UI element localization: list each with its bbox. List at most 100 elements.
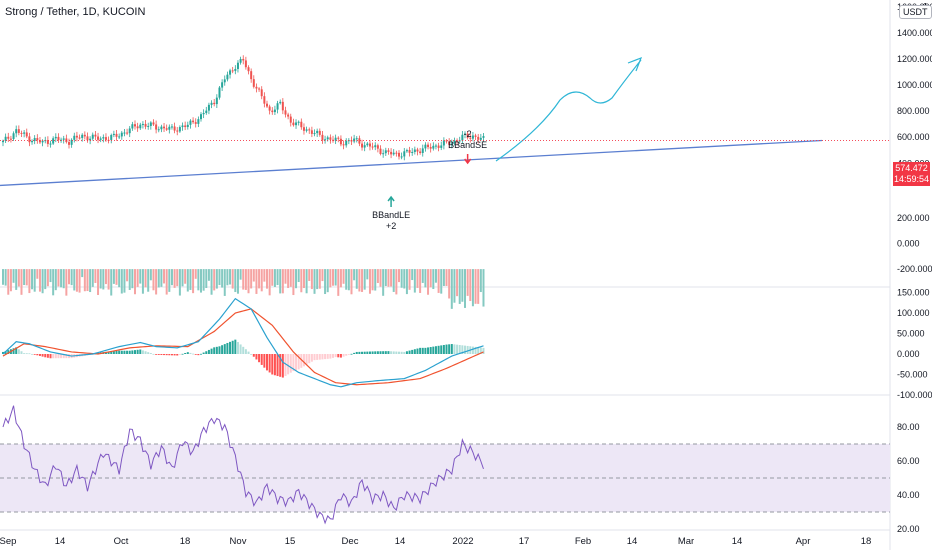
volume-bar (155, 269, 158, 295)
macd-histogram-bar (215, 346, 218, 354)
volume-bar (144, 269, 147, 288)
volume-bar (416, 269, 419, 288)
volume-bar (221, 269, 224, 288)
macd-histogram-bar (358, 351, 361, 354)
macd-tick-label: -50.000 (897, 370, 928, 380)
candle-body (477, 136, 480, 140)
volume-bar (152, 269, 155, 291)
macd-histogram-bar (400, 351, 403, 354)
volume-bar (200, 269, 202, 293)
volume-bar (75, 269, 78, 292)
macd-histogram-bar (7, 350, 10, 354)
volume-tick-label: 200.000 (897, 213, 930, 223)
macd-histogram-bar (41, 354, 44, 357)
candle-body (134, 124, 136, 127)
strategy-signal-label: BBandSE (448, 140, 487, 150)
volume-bar (128, 269, 131, 290)
volume-bar (207, 269, 210, 281)
macd-histogram-bar (347, 354, 350, 355)
candle-body (157, 129, 160, 131)
candle-body (205, 110, 208, 113)
macd-histogram-bar (255, 354, 258, 360)
macd-histogram-bar (107, 351, 110, 354)
macd-histogram-bar (464, 345, 466, 354)
volume-bar (83, 269, 86, 292)
macd-histogram-bar (186, 352, 189, 354)
volume-bar (165, 269, 168, 295)
candle-body (136, 126, 139, 129)
macd-tick-label: 100.000 (897, 308, 930, 318)
macd-histogram-bar (421, 347, 424, 354)
macd-histogram-bar (440, 345, 443, 354)
candle-body (326, 137, 329, 140)
volume-bar (110, 269, 113, 296)
volume-bar (305, 269, 308, 294)
volume-bar (374, 269, 377, 291)
candle-body (411, 151, 414, 153)
volume-bar (411, 269, 414, 281)
candle-body (81, 134, 84, 139)
rsi-tick-label: 60.00 (897, 456, 920, 466)
price-tick-label: 1400.000 (897, 28, 932, 38)
macd-histogram-bar (363, 351, 366, 354)
currency-selector[interactable]: USDT (899, 5, 932, 19)
macd-histogram-bar (163, 354, 166, 356)
time-tick-label: Feb (575, 536, 591, 547)
macd-histogram-bar (44, 354, 47, 358)
macd-histogram-bar (376, 351, 379, 354)
volume-bar (202, 269, 205, 291)
volume-bar (477, 269, 480, 304)
volume-bar (442, 269, 445, 286)
volume-bar (316, 269, 319, 290)
macd-histogram-bar (258, 354, 261, 363)
candle-body (54, 136, 57, 139)
candle-body (432, 145, 435, 149)
candle-body (7, 136, 10, 139)
volume-bar (46, 269, 49, 287)
macd-histogram-bar (126, 350, 129, 354)
candle-body (273, 109, 276, 113)
rsi-tick-label: 20.00 (897, 524, 920, 534)
candle-body (284, 110, 287, 115)
volume-tick-label: -200.000 (897, 264, 932, 274)
macd-histogram-bar (279, 354, 282, 377)
candle-body (62, 138, 65, 140)
macd-histogram-bar (437, 345, 440, 354)
volume-bar (160, 269, 163, 287)
volume-bar (368, 269, 371, 294)
macd-histogram-bar (442, 344, 445, 354)
candle-body (192, 120, 195, 123)
volume-bar (437, 269, 440, 293)
trendline (0, 139, 823, 187)
macd-histogram-bar (120, 350, 123, 354)
macd-histogram-bar (339, 354, 342, 358)
volume-bar (62, 269, 65, 289)
candle-body (469, 137, 472, 139)
volume-bar (421, 269, 424, 283)
strategy-signal-label: -2 (464, 129, 472, 139)
volume-bar (226, 269, 229, 286)
candle-body (215, 97, 218, 105)
volume-bar (197, 269, 200, 291)
macd-histogram-bar (321, 354, 324, 360)
volume-bar (70, 269, 73, 286)
time-tick-label: Mar (678, 536, 694, 547)
price-tick-label: 1200.000 (897, 54, 932, 64)
candle-body (70, 139, 73, 145)
candle-body (118, 136, 121, 138)
macd-histogram-bar (453, 344, 456, 354)
candle-body (353, 138, 356, 142)
macd-histogram-bar (229, 341, 232, 354)
macd-histogram-bar (384, 351, 387, 354)
volume-bar (139, 269, 142, 284)
macd-histogram-bar (247, 351, 250, 354)
candle-body (202, 112, 205, 115)
volume-bar (313, 269, 316, 294)
strategy-signal-label: +2 (386, 221, 396, 231)
candle-body (442, 140, 445, 146)
macd-histogram-bar (115, 350, 118, 354)
candle-body (445, 140, 448, 142)
volume-bar (324, 269, 327, 295)
candle-body (120, 132, 123, 137)
